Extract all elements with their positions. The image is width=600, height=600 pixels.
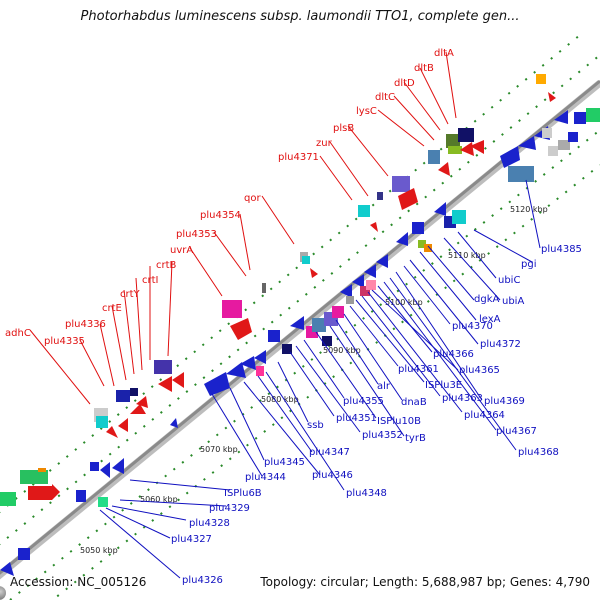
gene-label[interactable]: plu4363 bbox=[442, 393, 483, 404]
gene-label[interactable]: plu4335 bbox=[44, 336, 85, 347]
gene-label[interactable]: plu4365 bbox=[459, 365, 500, 376]
gene-label[interactable]: ubiC bbox=[498, 275, 520, 286]
kbp-label: 5070 kbp bbox=[200, 445, 238, 454]
gene-label[interactable]: crtB bbox=[156, 260, 177, 271]
gene-label[interactable]: ISPlu10B bbox=[377, 416, 421, 427]
gene-label[interactable]: plu4346 bbox=[312, 470, 353, 481]
kbp-label: 5060 kbp bbox=[140, 495, 178, 504]
gene-label[interactable]: plu4326 bbox=[182, 575, 223, 586]
genome-info-text: Topology: circular; Length: 5,688,987 bp… bbox=[260, 575, 590, 589]
genome-backbone bbox=[0, 79, 600, 580]
gene-label[interactable]: plu4329 bbox=[209, 503, 250, 514]
gene-label[interactable]: dgkA bbox=[474, 294, 499, 305]
map-title: Photorhabdus luminescens subsp. laumondi… bbox=[80, 9, 520, 24]
gene-label[interactable]: plu4368 bbox=[518, 447, 559, 458]
gene-label[interactable]: ISPlu3E bbox=[425, 380, 462, 391]
gene-label[interactable]: zur bbox=[316, 138, 333, 149]
track-guides bbox=[0, 34, 600, 600]
gene-label[interactable]: plu4354 bbox=[200, 210, 241, 221]
gene-label[interactable]: adhC bbox=[5, 328, 31, 339]
gene-label[interactable]: plu4353 bbox=[176, 229, 217, 240]
globe-icon bbox=[0, 586, 6, 600]
gene-label[interactable]: plu4366 bbox=[433, 349, 474, 360]
accession-text: Accession: NC_005126 bbox=[10, 575, 147, 589]
gene-label[interactable]: plu4372 bbox=[480, 339, 521, 350]
gene-label[interactable]: tyrB bbox=[405, 433, 426, 444]
gene-label[interactable]: alr bbox=[377, 381, 391, 392]
kbp-label: 5090 kbp bbox=[323, 346, 361, 355]
gene-label[interactable]: ssb bbox=[307, 420, 324, 431]
kbp-label: 5110 kbp bbox=[448, 251, 486, 260]
gene-label[interactable]: lysC bbox=[356, 106, 377, 117]
gene-label[interactable]: ISPlu6B bbox=[224, 488, 262, 499]
gene-label[interactable]: plsB bbox=[333, 123, 354, 134]
gene-label[interactable]: plu4351 bbox=[336, 413, 377, 424]
gene-label[interactable]: crtY bbox=[120, 289, 141, 300]
gene-label[interactable]: crtI bbox=[142, 275, 158, 286]
kbp-label: 5100 kbp bbox=[385, 298, 423, 307]
gene-label[interactable]: plu4336 bbox=[65, 319, 106, 330]
gene-label[interactable]: dltD bbox=[394, 78, 415, 89]
gene-label[interactable]: dltB bbox=[414, 63, 434, 74]
gene-label[interactable]: plu4355 bbox=[343, 396, 384, 407]
gene-label[interactable]: plu4347 bbox=[309, 447, 350, 458]
gene-label[interactable]: pgi bbox=[521, 259, 536, 270]
gene-label[interactable]: lexA bbox=[479, 314, 501, 325]
gene-label[interactable]: plu4348 bbox=[346, 488, 387, 499]
gene-label[interactable]: dltA bbox=[434, 48, 454, 59]
gene-label[interactable]: plu4344 bbox=[245, 472, 286, 483]
gene-label[interactable]: plu4345 bbox=[264, 457, 305, 468]
gene-label[interactable]: plu4327 bbox=[171, 534, 212, 545]
gene-label[interactable]: plu4385 bbox=[541, 244, 582, 255]
kbp-ticks: 5050 kbp 5060 kbp 5070 kbp 5080 kbp 5090… bbox=[80, 205, 548, 555]
red-gene-labels: adhC plu4335 plu4336 crtE crtY crtI crtB… bbox=[5, 48, 454, 347]
gene-label[interactable]: plu4371 bbox=[278, 152, 319, 163]
blue-gene-labels: plu4326 plu4327 plu4328 plu4329 ISPlu6B … bbox=[171, 244, 582, 586]
kbp-label: 5120 kbp bbox=[510, 205, 548, 214]
forward-genes[interactable] bbox=[0, 74, 600, 506]
blue-leader-lines bbox=[99, 179, 541, 579]
gene-label[interactable]: crtE bbox=[102, 303, 122, 314]
gene-label[interactable]: plu4369 bbox=[484, 396, 525, 407]
kbp-label: 5080 kbp bbox=[261, 395, 299, 404]
gene-label[interactable]: dltC bbox=[375, 92, 395, 103]
gene-label[interactable]: uvrA bbox=[170, 245, 193, 256]
reverse-genes[interactable] bbox=[0, 110, 578, 576]
gene-label[interactable]: plu4370 bbox=[452, 321, 493, 332]
gene-label[interactable]: plu4328 bbox=[189, 518, 230, 529]
gene-label[interactable]: dnaB bbox=[401, 397, 427, 408]
gene-label[interactable]: plu4361 bbox=[398, 364, 439, 375]
gene-label[interactable]: plu4352 bbox=[362, 430, 403, 441]
red-leader-lines bbox=[29, 51, 457, 405]
kbp-label: 5050 kbp bbox=[80, 546, 118, 555]
gene-label[interactable]: qor bbox=[244, 193, 261, 204]
gene-label[interactable]: plu4364 bbox=[464, 410, 505, 421]
gene-label[interactable]: ubiA bbox=[502, 296, 524, 307]
gene-label[interactable]: plu4367 bbox=[496, 426, 537, 437]
